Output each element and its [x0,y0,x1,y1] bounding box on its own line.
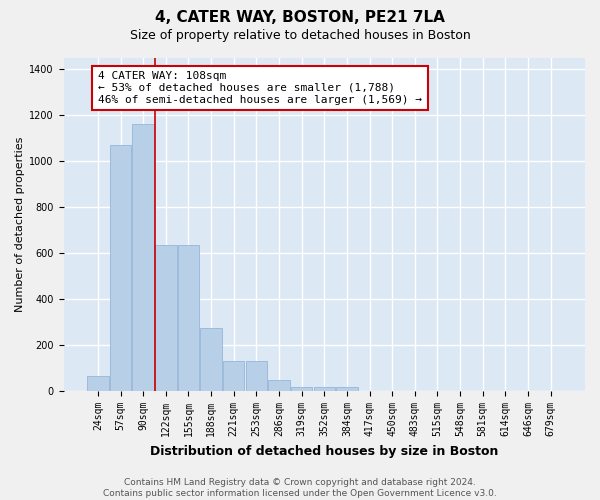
Bar [291,386,313,391]
Bar [133,124,154,391]
Text: Size of property relative to detached houses in Boston: Size of property relative to detached ho… [130,29,470,42]
X-axis label: Distribution of detached houses by size in Boston: Distribution of detached houses by size … [150,444,499,458]
Bar [314,386,335,391]
Text: Contains HM Land Registry data © Crown copyright and database right 2024.
Contai: Contains HM Land Registry data © Crown c… [103,478,497,498]
Y-axis label: Number of detached properties: Number of detached properties [15,136,25,312]
Bar [200,328,222,391]
Bar [178,245,199,391]
Bar [110,145,131,391]
Bar [87,376,109,391]
Bar [223,362,244,391]
Bar [245,362,267,391]
Bar [336,386,358,391]
Bar [268,380,290,391]
Text: 4, CATER WAY, BOSTON, PE21 7LA: 4, CATER WAY, BOSTON, PE21 7LA [155,10,445,25]
Text: 4 CATER WAY: 108sqm
← 53% of detached houses are smaller (1,788)
46% of semi-det: 4 CATER WAY: 108sqm ← 53% of detached ho… [98,72,422,104]
Bar [155,245,176,391]
